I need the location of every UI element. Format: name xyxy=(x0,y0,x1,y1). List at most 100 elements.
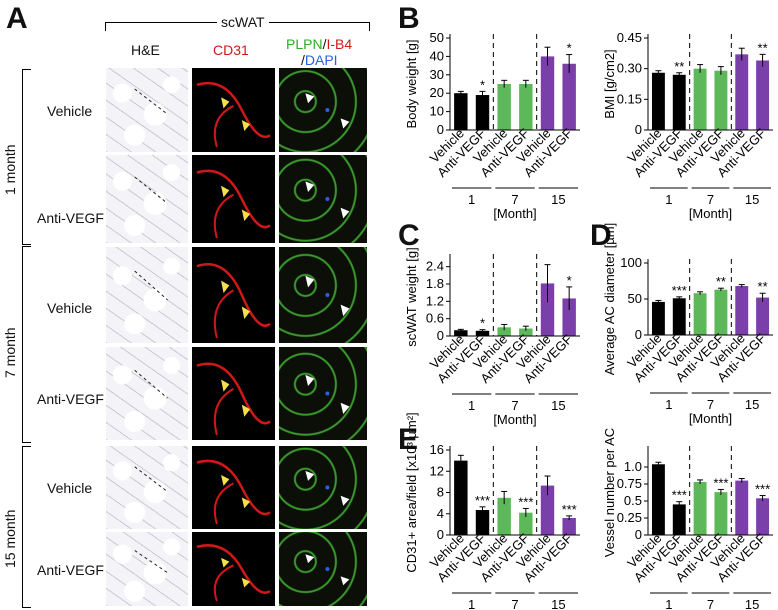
significance-label: ** xyxy=(758,40,768,55)
row-label-vehicle: Vehicle xyxy=(47,103,93,119)
y-tick-label: 0.30 xyxy=(617,61,642,76)
he-tile xyxy=(106,155,188,243)
bar xyxy=(693,481,707,535)
y-tick-label: 0 xyxy=(635,122,642,137)
significance-label: * xyxy=(480,77,485,92)
panel-label-b: B xyxy=(398,2,420,35)
group-label: 7 xyxy=(707,192,714,207)
bar xyxy=(454,460,468,535)
y-tick-label: 50 xyxy=(628,291,642,306)
bar xyxy=(454,93,468,130)
bar xyxy=(519,328,533,336)
y-tick-label: 1.8 xyxy=(426,276,444,291)
significance-label: *** xyxy=(672,283,687,298)
y-tick-label: 30 xyxy=(430,67,444,82)
bar xyxy=(540,283,555,336)
ib4-label: I-B4 xyxy=(326,36,353,52)
plpn-tile xyxy=(279,68,367,152)
group-label: 15 xyxy=(551,192,565,207)
group-label: 1 xyxy=(665,192,672,207)
panel-label-a: A xyxy=(6,2,28,35)
y-tick-label: 0.25 xyxy=(617,510,642,525)
y-tick-label: 0.6 xyxy=(426,311,444,326)
bar xyxy=(497,84,511,130)
group-label: 1 xyxy=(468,597,475,610)
bar xyxy=(735,54,749,130)
group-label: 15 xyxy=(745,397,759,412)
significance-label: *** xyxy=(755,482,770,497)
group-label: 1 xyxy=(468,398,475,413)
y-tick-label: 40 xyxy=(430,48,444,63)
bar xyxy=(756,60,770,130)
row-label-anti-vegf: Anti-VEGF xyxy=(37,391,104,407)
bar xyxy=(562,518,576,535)
bar xyxy=(454,330,468,336)
significance-label: ** xyxy=(674,59,684,74)
bar xyxy=(756,498,770,535)
bar xyxy=(540,485,555,535)
y-axis-label: Average AC diameter [µm] xyxy=(602,223,617,375)
bar xyxy=(651,301,665,335)
bar xyxy=(693,68,707,130)
bar xyxy=(714,70,728,130)
group-label: 7 xyxy=(511,398,518,413)
bar xyxy=(562,298,576,336)
bracket-7-month xyxy=(22,246,31,443)
plpn-tile xyxy=(279,446,367,529)
cd31-tile xyxy=(192,68,275,152)
scwat-label: scWAT xyxy=(217,14,269,30)
y-tick-label: 4 xyxy=(437,506,444,521)
bar xyxy=(519,512,533,535)
column-dapi: /DAPI xyxy=(301,52,338,68)
bar xyxy=(735,480,749,535)
significance-label: * xyxy=(567,41,572,56)
bracket-1-month xyxy=(22,69,31,245)
plpn-tile xyxy=(279,347,367,440)
group-label: 1 xyxy=(665,397,672,412)
bar xyxy=(672,504,686,535)
slash: / xyxy=(322,36,327,52)
bar xyxy=(497,327,511,336)
y-tick-label: 50 xyxy=(430,30,444,45)
y-axis-label: Body weight [g] xyxy=(404,40,419,129)
group-label: 7 xyxy=(707,397,714,412)
y-tick-label: 0 xyxy=(437,122,444,137)
dapi-label: DAPI xyxy=(304,52,338,68)
cd31-tile xyxy=(192,532,275,606)
y-tick-label: 0.15 xyxy=(617,91,642,106)
bar xyxy=(672,74,686,130)
group-label: 1 xyxy=(665,597,672,610)
y-tick-label: 20 xyxy=(430,85,444,100)
significance-label: *** xyxy=(475,493,490,508)
y-tick-label: 12 xyxy=(430,463,444,478)
y-tick-label: 0.45 xyxy=(617,30,642,45)
he-tile xyxy=(106,446,188,529)
slash: / xyxy=(301,52,305,68)
y-tick-label: 2.4 xyxy=(426,259,444,274)
y-tick-label: 8 xyxy=(437,485,444,500)
panel-label-c: C xyxy=(398,219,420,252)
column-he: H&E xyxy=(131,42,160,58)
significance-label: ** xyxy=(716,274,726,289)
he-tile xyxy=(106,247,188,343)
bar xyxy=(562,63,576,131)
bar xyxy=(540,56,555,130)
plpn-label: PLPN xyxy=(286,36,323,52)
significance-label: * xyxy=(480,316,485,331)
plpn-tile xyxy=(279,532,367,606)
bar xyxy=(714,492,728,535)
y-axis-label: scWAT weight [g] xyxy=(404,247,419,346)
bar xyxy=(475,95,490,130)
x-axis-label: [Month] xyxy=(493,206,536,221)
significance-label: *** xyxy=(713,475,728,490)
y-tick-label: 0 xyxy=(437,328,444,343)
group-label: 7 xyxy=(707,597,714,610)
significance-label: *** xyxy=(672,488,687,503)
bar xyxy=(475,330,490,336)
bar xyxy=(475,510,490,535)
y-tick-label: 0.75 xyxy=(617,476,642,491)
x-axis-label: [Month] xyxy=(689,206,732,221)
bar xyxy=(756,297,770,335)
group-label: 1 xyxy=(468,192,475,207)
